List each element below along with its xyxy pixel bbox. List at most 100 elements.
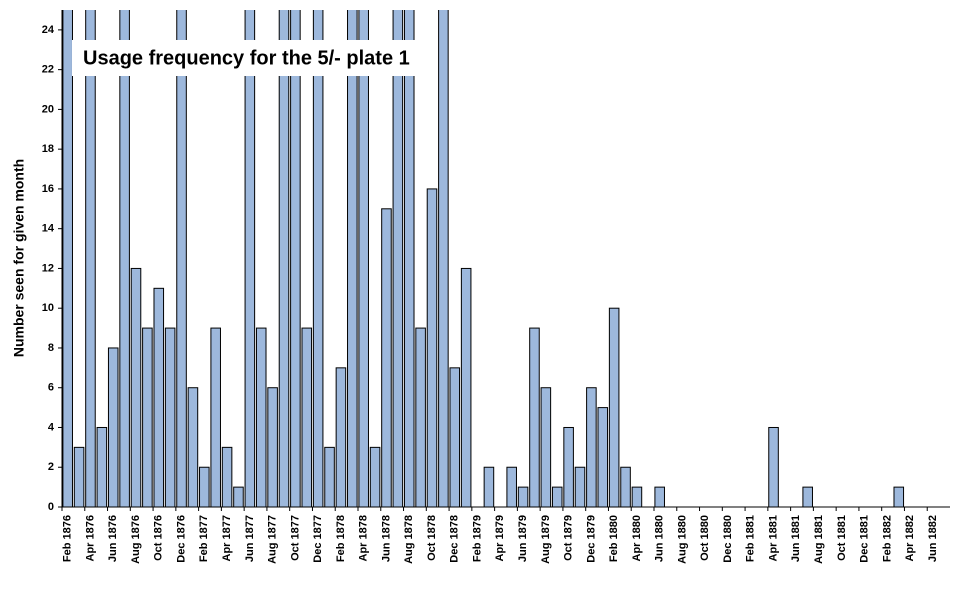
y-tick-label: 14: [42, 223, 55, 235]
x-tick-label: Dec 1876: [175, 515, 187, 563]
bar: [290, 10, 301, 507]
y-tick-label: 22: [42, 64, 54, 76]
bar: [267, 387, 278, 507]
bar: [164, 327, 176, 507]
bar: [540, 387, 552, 507]
bar: [529, 327, 540, 507]
y-tick-label: 8: [48, 342, 54, 354]
y-tick-label: 4: [48, 421, 55, 433]
bar: [381, 208, 392, 507]
bar: [335, 367, 347, 507]
y-tick-label: 0: [48, 501, 54, 513]
x-tick-label: Oct 1878: [426, 515, 438, 561]
bar: [506, 466, 517, 507]
bar: [358, 10, 369, 507]
bar: [244, 10, 256, 507]
bars: [62, 10, 905, 507]
x-tick-label: Jun 1882: [927, 515, 939, 562]
bar: [107, 347, 119, 507]
bar: [597, 407, 609, 507]
x-tick-label: Oct 1881: [836, 515, 848, 561]
bar: [96, 426, 108, 507]
bar: [221, 446, 233, 507]
bar: [119, 10, 130, 507]
x-tick-label: Jun 1876: [107, 515, 119, 562]
y-axis-label: Number seen for given month: [11, 159, 27, 357]
x-tick-label: Aug 1881: [813, 515, 825, 564]
chart-title: Usage frequency for the 5/- plate 1: [83, 47, 410, 69]
bar: [403, 10, 415, 507]
bar: [608, 307, 620, 507]
bar: [312, 10, 324, 507]
x-tick-label: Feb 1882: [881, 515, 893, 562]
x-tick-label: Aug 1877: [267, 515, 279, 564]
bar: [278, 10, 290, 507]
bar: [768, 426, 779, 507]
y-tick-label: 6: [48, 382, 54, 394]
bar: [62, 10, 73, 507]
bar: [620, 466, 631, 507]
bar: [392, 10, 404, 507]
x-tick-label: Jun 1879: [517, 515, 529, 562]
x-tick-label: Feb 1880: [608, 515, 620, 562]
bar: [153, 287, 165, 507]
bar: [233, 486, 244, 507]
x-tick-label: Apr 1876: [84, 515, 96, 561]
x-tick-label: Feb 1876: [62, 515, 74, 562]
bar: [324, 446, 335, 507]
bar: [255, 327, 267, 507]
bar: [142, 327, 153, 507]
y-tick-label: 16: [42, 183, 54, 195]
y-tick-label: 10: [42, 302, 54, 314]
bar: [301, 327, 313, 507]
bar: [369, 446, 381, 507]
bar: [438, 10, 449, 507]
x-tick-label: Jun 1878: [380, 515, 392, 562]
y-tick-label: 2: [48, 461, 54, 473]
x-tick-label: Apr 1882: [904, 515, 916, 561]
bar: [426, 188, 438, 507]
bar: [654, 486, 665, 507]
x-tick-label: Dec 1878: [449, 515, 461, 563]
x-tick-label: Oct 1877: [289, 515, 301, 561]
y-tick-label: 20: [42, 103, 54, 115]
y-tick-label: 24: [42, 24, 55, 36]
x-tick-label: Dec 1881: [859, 515, 871, 563]
x-tick-label: Feb 1878: [335, 515, 347, 562]
x-tick-label: Apr 1880: [631, 515, 643, 561]
bar: [563, 426, 574, 507]
x-tick-label: Aug 1876: [130, 515, 142, 564]
x-tick-label: Apr 1878: [358, 515, 370, 561]
bar: [551, 486, 563, 507]
bar: [460, 267, 472, 507]
bar: [893, 486, 905, 507]
x-tick-label: Feb 1879: [471, 515, 483, 562]
x-tick-label: Oct 1879: [563, 515, 575, 561]
bar: [176, 10, 187, 507]
x-tick-label: Dec 1877: [312, 515, 324, 563]
title-box: [72, 40, 432, 76]
bar: [187, 387, 199, 507]
x-tick-label: Dec 1880: [722, 515, 734, 563]
bar: [517, 486, 529, 507]
x-tick-label: Apr 1881: [767, 515, 779, 561]
x-tick-label: Apr 1877: [221, 515, 233, 561]
x-tick-label: Jun 1877: [244, 515, 256, 562]
x-tick-label: Oct 1880: [699, 515, 711, 561]
x-tick-label: Aug 1878: [403, 515, 415, 564]
x-tick-label: Feb 1881: [745, 515, 757, 562]
x-tick-label: Dec 1879: [585, 515, 597, 563]
x-tick-label: Jun 1881: [790, 515, 802, 562]
bar: [802, 486, 813, 507]
bar: [449, 367, 461, 507]
x-tick-label: Aug 1880: [676, 515, 688, 564]
bar: [574, 466, 586, 507]
bar: [85, 10, 96, 507]
x-tick-label: Oct 1876: [153, 515, 165, 561]
bar: [415, 327, 426, 507]
x-tick-label: Feb 1877: [198, 515, 210, 562]
y-tick-label: 18: [42, 143, 54, 155]
bar: [210, 327, 221, 507]
x-tick-label: Aug 1879: [540, 515, 552, 564]
